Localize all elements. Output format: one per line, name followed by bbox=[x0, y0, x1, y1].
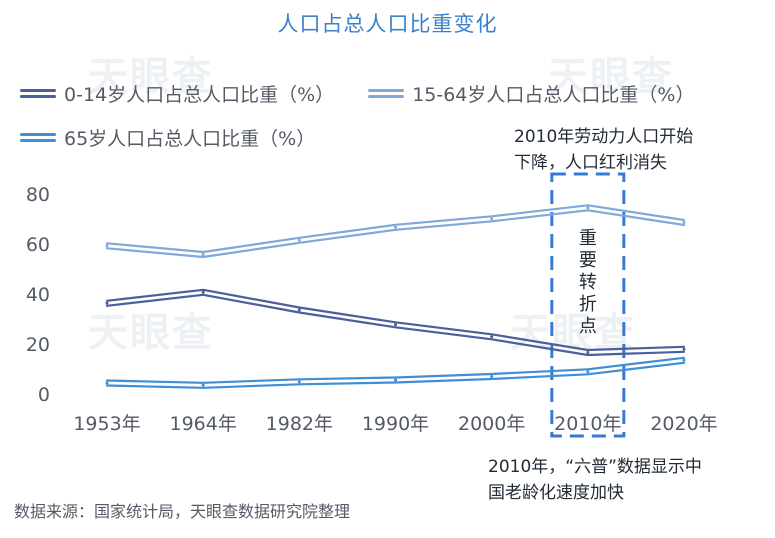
data-point-0 bbox=[394, 323, 397, 327]
data-point-0 bbox=[297, 308, 301, 312]
legend-label: 65岁人口占总人口比重（%） bbox=[64, 128, 316, 150]
legend-swatch bbox=[20, 133, 56, 142]
series-line-0 bbox=[105, 288, 686, 352]
x-tick-label: 2010年 bbox=[554, 413, 621, 435]
data-point-0 bbox=[682, 347, 686, 351]
y-tick-label: 20 bbox=[26, 334, 50, 356]
watermark: 天眼查 bbox=[548, 54, 674, 100]
annotation-top: 2010年劳动力人口开始 下降，人口红利消失 bbox=[514, 124, 693, 176]
turning-point-box bbox=[550, 172, 626, 438]
data-point-0 bbox=[586, 351, 590, 354]
legend-item-15-64: 15-64岁人口占总人口比重（%） bbox=[368, 80, 694, 107]
y-tick-label: 40 bbox=[26, 284, 50, 306]
annotation-line: 国老龄化速度加快 bbox=[488, 483, 624, 503]
data-point-1 bbox=[490, 217, 494, 221]
x-tick-label: 1982年 bbox=[266, 413, 333, 435]
watermark: 天眼查 bbox=[88, 310, 214, 356]
x-tick-label: 1953年 bbox=[73, 413, 140, 435]
series-line-1 bbox=[105, 209, 686, 259]
x-tick-label: 2000年 bbox=[458, 413, 525, 435]
data-point-1 bbox=[201, 253, 205, 256]
y-tick-label: 0 bbox=[38, 384, 50, 406]
y-tick-label: 80 bbox=[26, 184, 50, 206]
y-tick-label: 60 bbox=[26, 234, 50, 256]
data-point-2 bbox=[682, 358, 686, 362]
turning-point-label: 重 bbox=[579, 228, 597, 249]
series-line-1 bbox=[105, 204, 686, 254]
legend-swatch bbox=[368, 89, 405, 98]
watermark: 天眼查 bbox=[88, 54, 214, 100]
x-tick-label: 2020年 bbox=[650, 413, 717, 435]
chart-title: 人口占总人口比重变化 bbox=[277, 12, 498, 36]
data-point-2 bbox=[490, 375, 494, 378]
annotation-bottom: 2010年，“六普”数据显示中 国老龄化速度加快 bbox=[488, 454, 702, 506]
turning-point-label: 要 bbox=[579, 250, 597, 271]
legend-swatch bbox=[20, 89, 56, 98]
data-point-1 bbox=[297, 238, 301, 242]
annotation-line: 下降，人口红利消失 bbox=[514, 153, 667, 173]
series-line-2 bbox=[105, 361, 686, 389]
legend-item-65: 65岁人口占总人口比重（%） bbox=[20, 124, 315, 151]
annotation-line: 2010年，“六普”数据显示中 bbox=[488, 457, 702, 477]
data-point-2 bbox=[394, 378, 397, 382]
series-line-2 bbox=[105, 356, 686, 384]
turning-point-label: 折 bbox=[579, 294, 597, 315]
turning-point-label: 点 bbox=[579, 316, 597, 337]
annotation-line: 2010年劳动力人口开始 bbox=[514, 127, 694, 147]
data-point-0 bbox=[490, 335, 494, 339]
data-point-0 bbox=[105, 301, 109, 305]
data-point-2 bbox=[105, 381, 109, 385]
series-line-0 bbox=[105, 293, 686, 357]
legend-label: 15-64岁人口占总人口比重（%） bbox=[412, 84, 695, 106]
data-source: 数据来源：国家统计局，天眼查数据研究院整理 bbox=[14, 502, 351, 521]
legend: 0-14岁人口占总人口比重（%） 15-64岁人口占总人口比重（%） bbox=[20, 80, 728, 107]
data-point-1 bbox=[394, 225, 397, 229]
data-point-1 bbox=[682, 221, 686, 224]
x-tick-label: 1990年 bbox=[362, 413, 429, 435]
data-point-1 bbox=[105, 244, 109, 248]
data-point-1 bbox=[586, 206, 590, 210]
x-tick-label: 1964年 bbox=[169, 413, 236, 435]
data-point-2 bbox=[297, 380, 301, 384]
legend-label: 0-14岁人口占总人口比重（%） bbox=[64, 84, 335, 106]
legend-item-0-14: 0-14岁人口占总人口比重（%） bbox=[20, 80, 334, 107]
data-point-0 bbox=[201, 290, 205, 294]
data-point-2 bbox=[201, 383, 205, 387]
turning-point-label: 转 bbox=[579, 272, 597, 293]
data-point-2 bbox=[586, 370, 590, 374]
legend-row-2: 65岁人口占总人口比重（%） bbox=[20, 124, 349, 151]
